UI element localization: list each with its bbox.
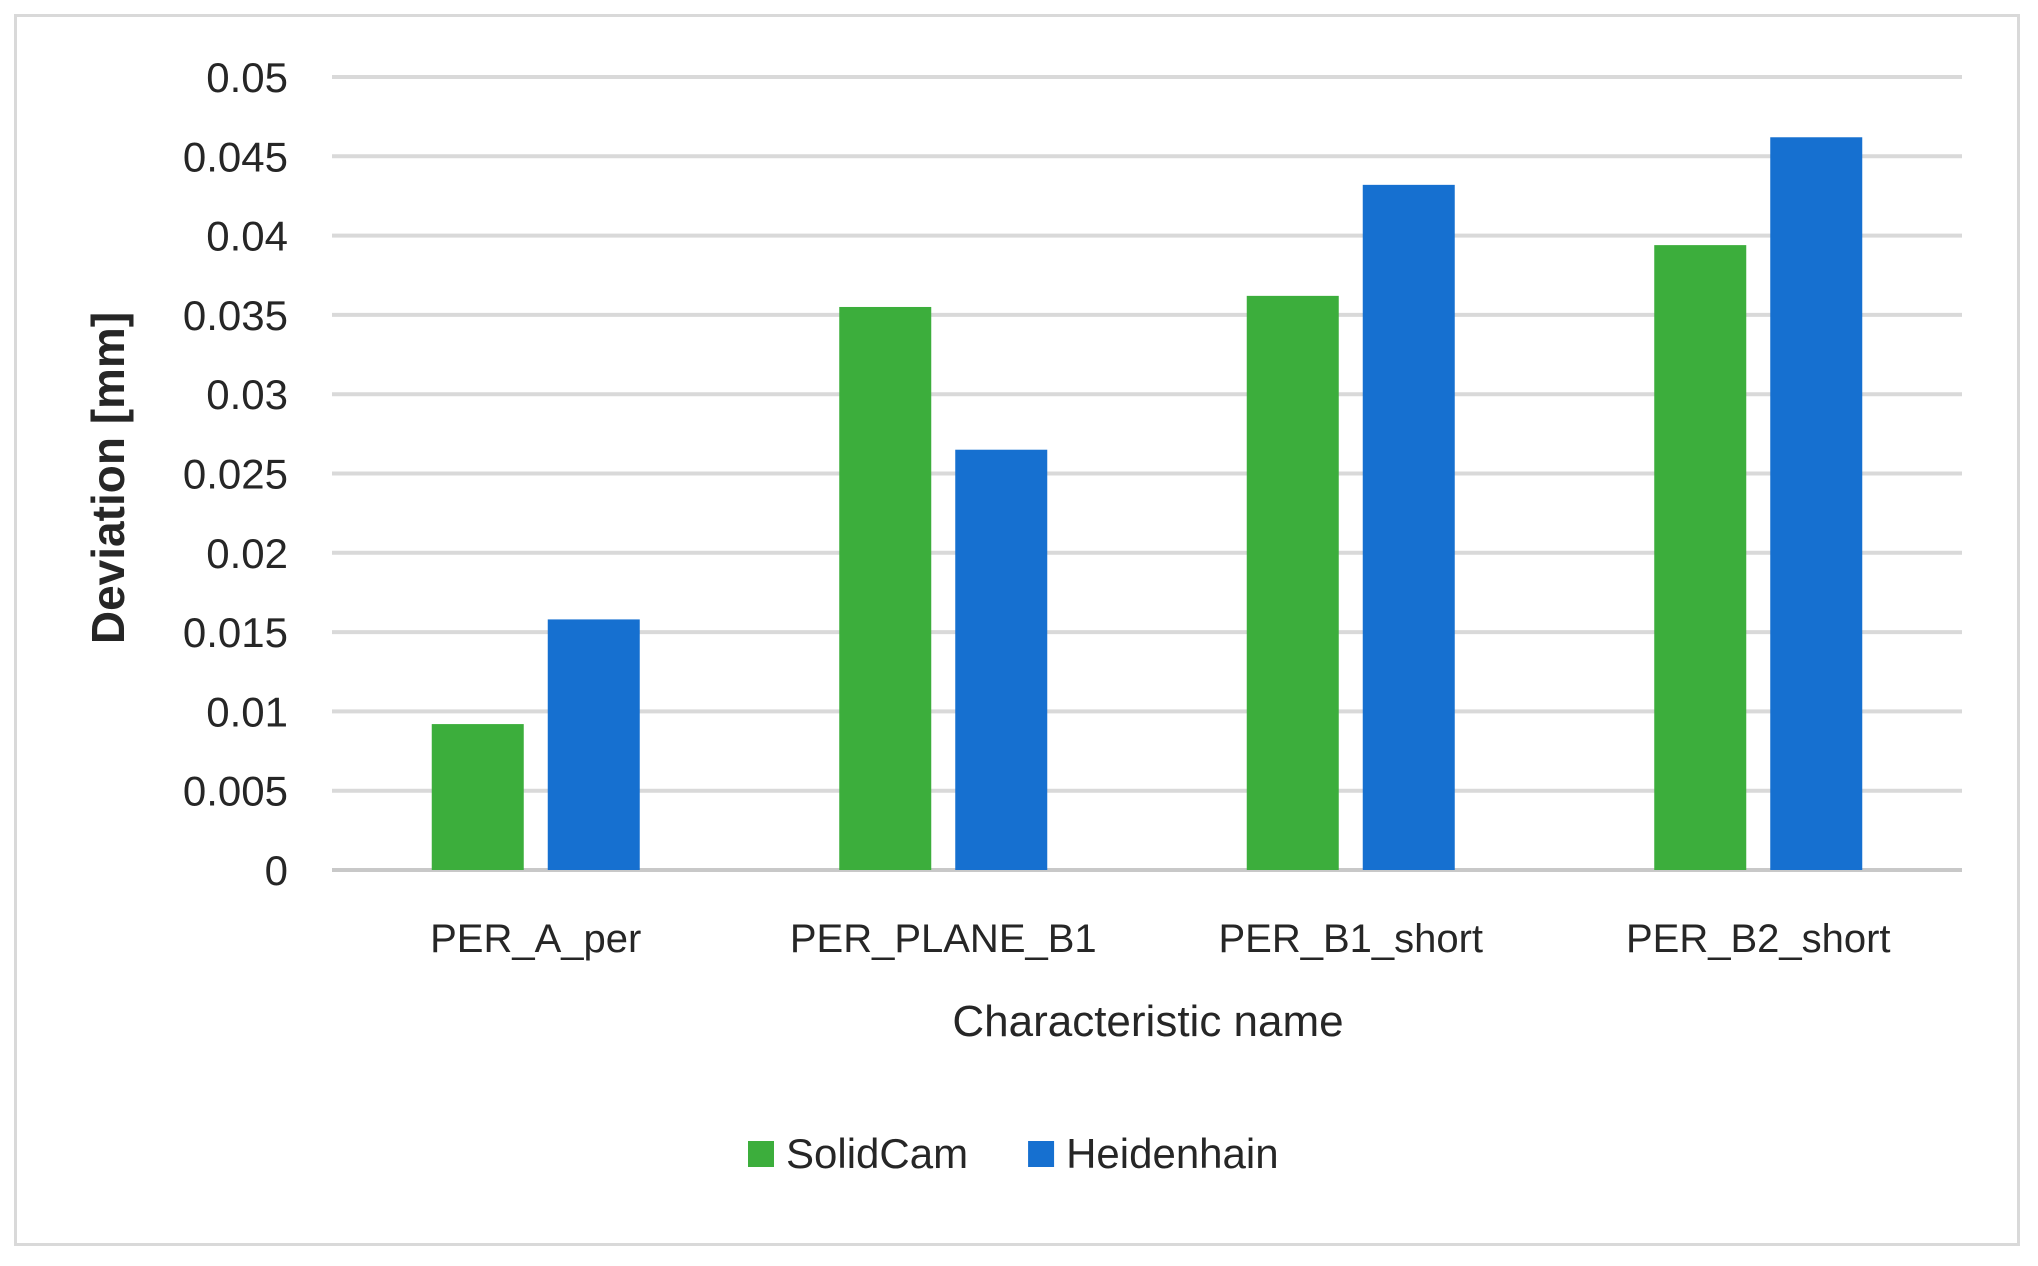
legend-label-heidenhain: Heidenhain: [1066, 1130, 1279, 1177]
x-tick-label: PER_A_per: [430, 917, 641, 961]
y-tick-label: 0.04: [206, 213, 288, 260]
x-tick-label: PER_B2_short: [1626, 917, 1891, 961]
y-tick-label: 0.035: [183, 292, 288, 339]
y-tick-label: 0.015: [183, 609, 288, 656]
bar-solidcam-per-plane-b1: [839, 306, 932, 871]
x-tick-label: PER_B1_short: [1218, 917, 1483, 961]
y-tick-label: 0: [265, 847, 288, 894]
legend-swatch-solidcam: [748, 1141, 774, 1167]
y-tick-label: 0.02: [206, 530, 288, 577]
x-tick-labels: PER_A_per PER_PLANE_B1 PER_B1_short PER_B2_…: [430, 917, 1890, 961]
y-tick-label: 0.025: [183, 451, 288, 498]
x-tick-label: PER_PLANE_B1: [790, 917, 1097, 961]
bar-heidenhain-per-plane-b1: [955, 449, 1048, 870]
legend-label-solidcam: SolidCam: [786, 1130, 968, 1177]
y-tick-label: 0.05: [206, 54, 288, 101]
x-axis-label: Characteristic name: [952, 997, 1343, 1046]
bars: [431, 137, 1863, 871]
y-tick-label: 0.03: [206, 371, 288, 418]
legend: SolidCam Heidenhain: [748, 1130, 1279, 1177]
y-tick-label: 0.005: [183, 768, 288, 815]
y-axis-label: Deviation [mm]: [82, 312, 134, 644]
bar-solidcam-per-a-per: [431, 724, 524, 870]
bar-heidenhain-per-b2-short: [1770, 137, 1863, 870]
y-tick-label: 0.045: [183, 133, 288, 180]
y-tick-label: 0.01: [206, 688, 288, 735]
legend-swatch-heidenhain: [1028, 1141, 1055, 1167]
y-tick-labels: 0 0.005 0.01 0.015 0.02 0.025 0.03 0.035 0.04 0.0…: [183, 54, 288, 894]
bar-heidenhain-per-a-per: [547, 619, 640, 870]
bar-solidcam-per-b1-short: [1246, 295, 1339, 870]
bar-solidcam-per-b2-short: [1654, 245, 1747, 871]
bar-heidenhain-per-b1-short: [1362, 184, 1455, 870]
